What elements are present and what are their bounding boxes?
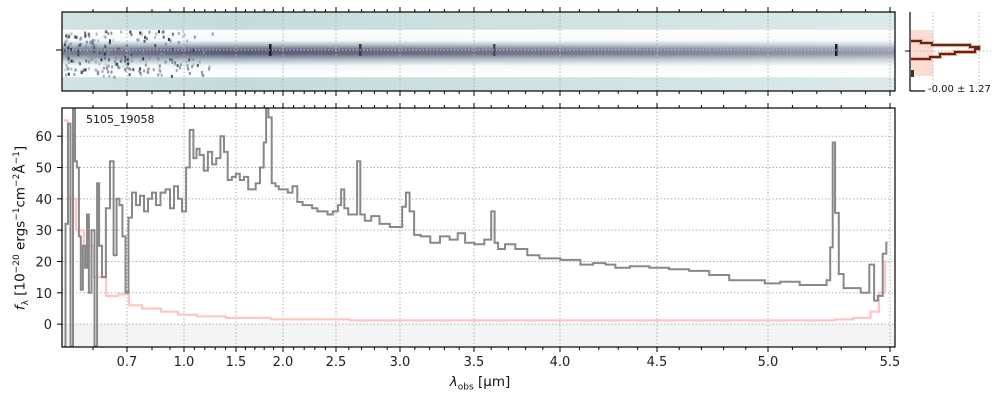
flux-series-line [63,108,888,347]
x-tick-label: 4.0 [550,355,571,370]
spectrum-2d-grid [126,12,891,91]
y-tick-label: 60 [35,130,52,145]
x-tick-label: 3.0 [390,355,411,370]
profile-line [911,40,980,60]
object-id-label: 5105_19058 [86,113,155,126]
x-tick-label: 1.0 [174,355,195,370]
profile-fill [911,30,933,76]
profile-offset-label: -0.00 ± 1.27 [928,84,991,95]
grid [62,108,895,347]
x-tick-label: 2.0 [273,355,294,370]
y-tick-label: 40 [35,193,52,208]
y-tick-label: 30 [35,224,52,239]
x-tick-label: 5.0 [758,355,779,370]
y-tick-label: 50 [35,162,52,177]
axis-ticks [57,103,891,352]
x-tick-label: 0.7 [117,355,138,370]
x-tick-label: 4.5 [647,355,668,370]
x-tick-labels: 0.7 1.0 1.5 2.0 2.5 3.0 3.5 4.0 4.5 5.0 5.5 [117,355,901,370]
profile-panel [905,12,992,92]
x-tick-label: 5.5 [880,355,901,370]
error-series-line [63,119,888,322]
x-tick-label: 2.5 [326,355,347,370]
spectrum-2d-frame [61,11,896,92]
spectrum-2d-ticks [92,7,891,96]
spectrum-2d-panel [56,7,896,96]
y-tick-label: 10 [35,287,52,302]
y-tick-label: 20 [35,255,52,270]
x-tick-label: 1.5 [226,355,247,370]
negative-flux-zone [62,324,895,347]
plot-frame [61,107,896,348]
y-tick-label: 0 [44,318,52,333]
emission-line-feature [493,44,496,56]
spectrum-1d-panel: 0.7 1.0 1.5 2.0 2.5 3.0 3.5 4.0 4.5 5.0 5.5 0 10 20 3… [35,103,900,370]
y-tick-labels: 0 10 20 30 40 50 60 [35,130,52,333]
x-tick-label: 3.5 [464,355,485,370]
x-axis-label: λobs [μm] [449,374,511,393]
emission-line-feature [269,44,272,56]
y-axis-label: fλ [10−20 ergs−1cm−2Å−1] [12,145,32,311]
